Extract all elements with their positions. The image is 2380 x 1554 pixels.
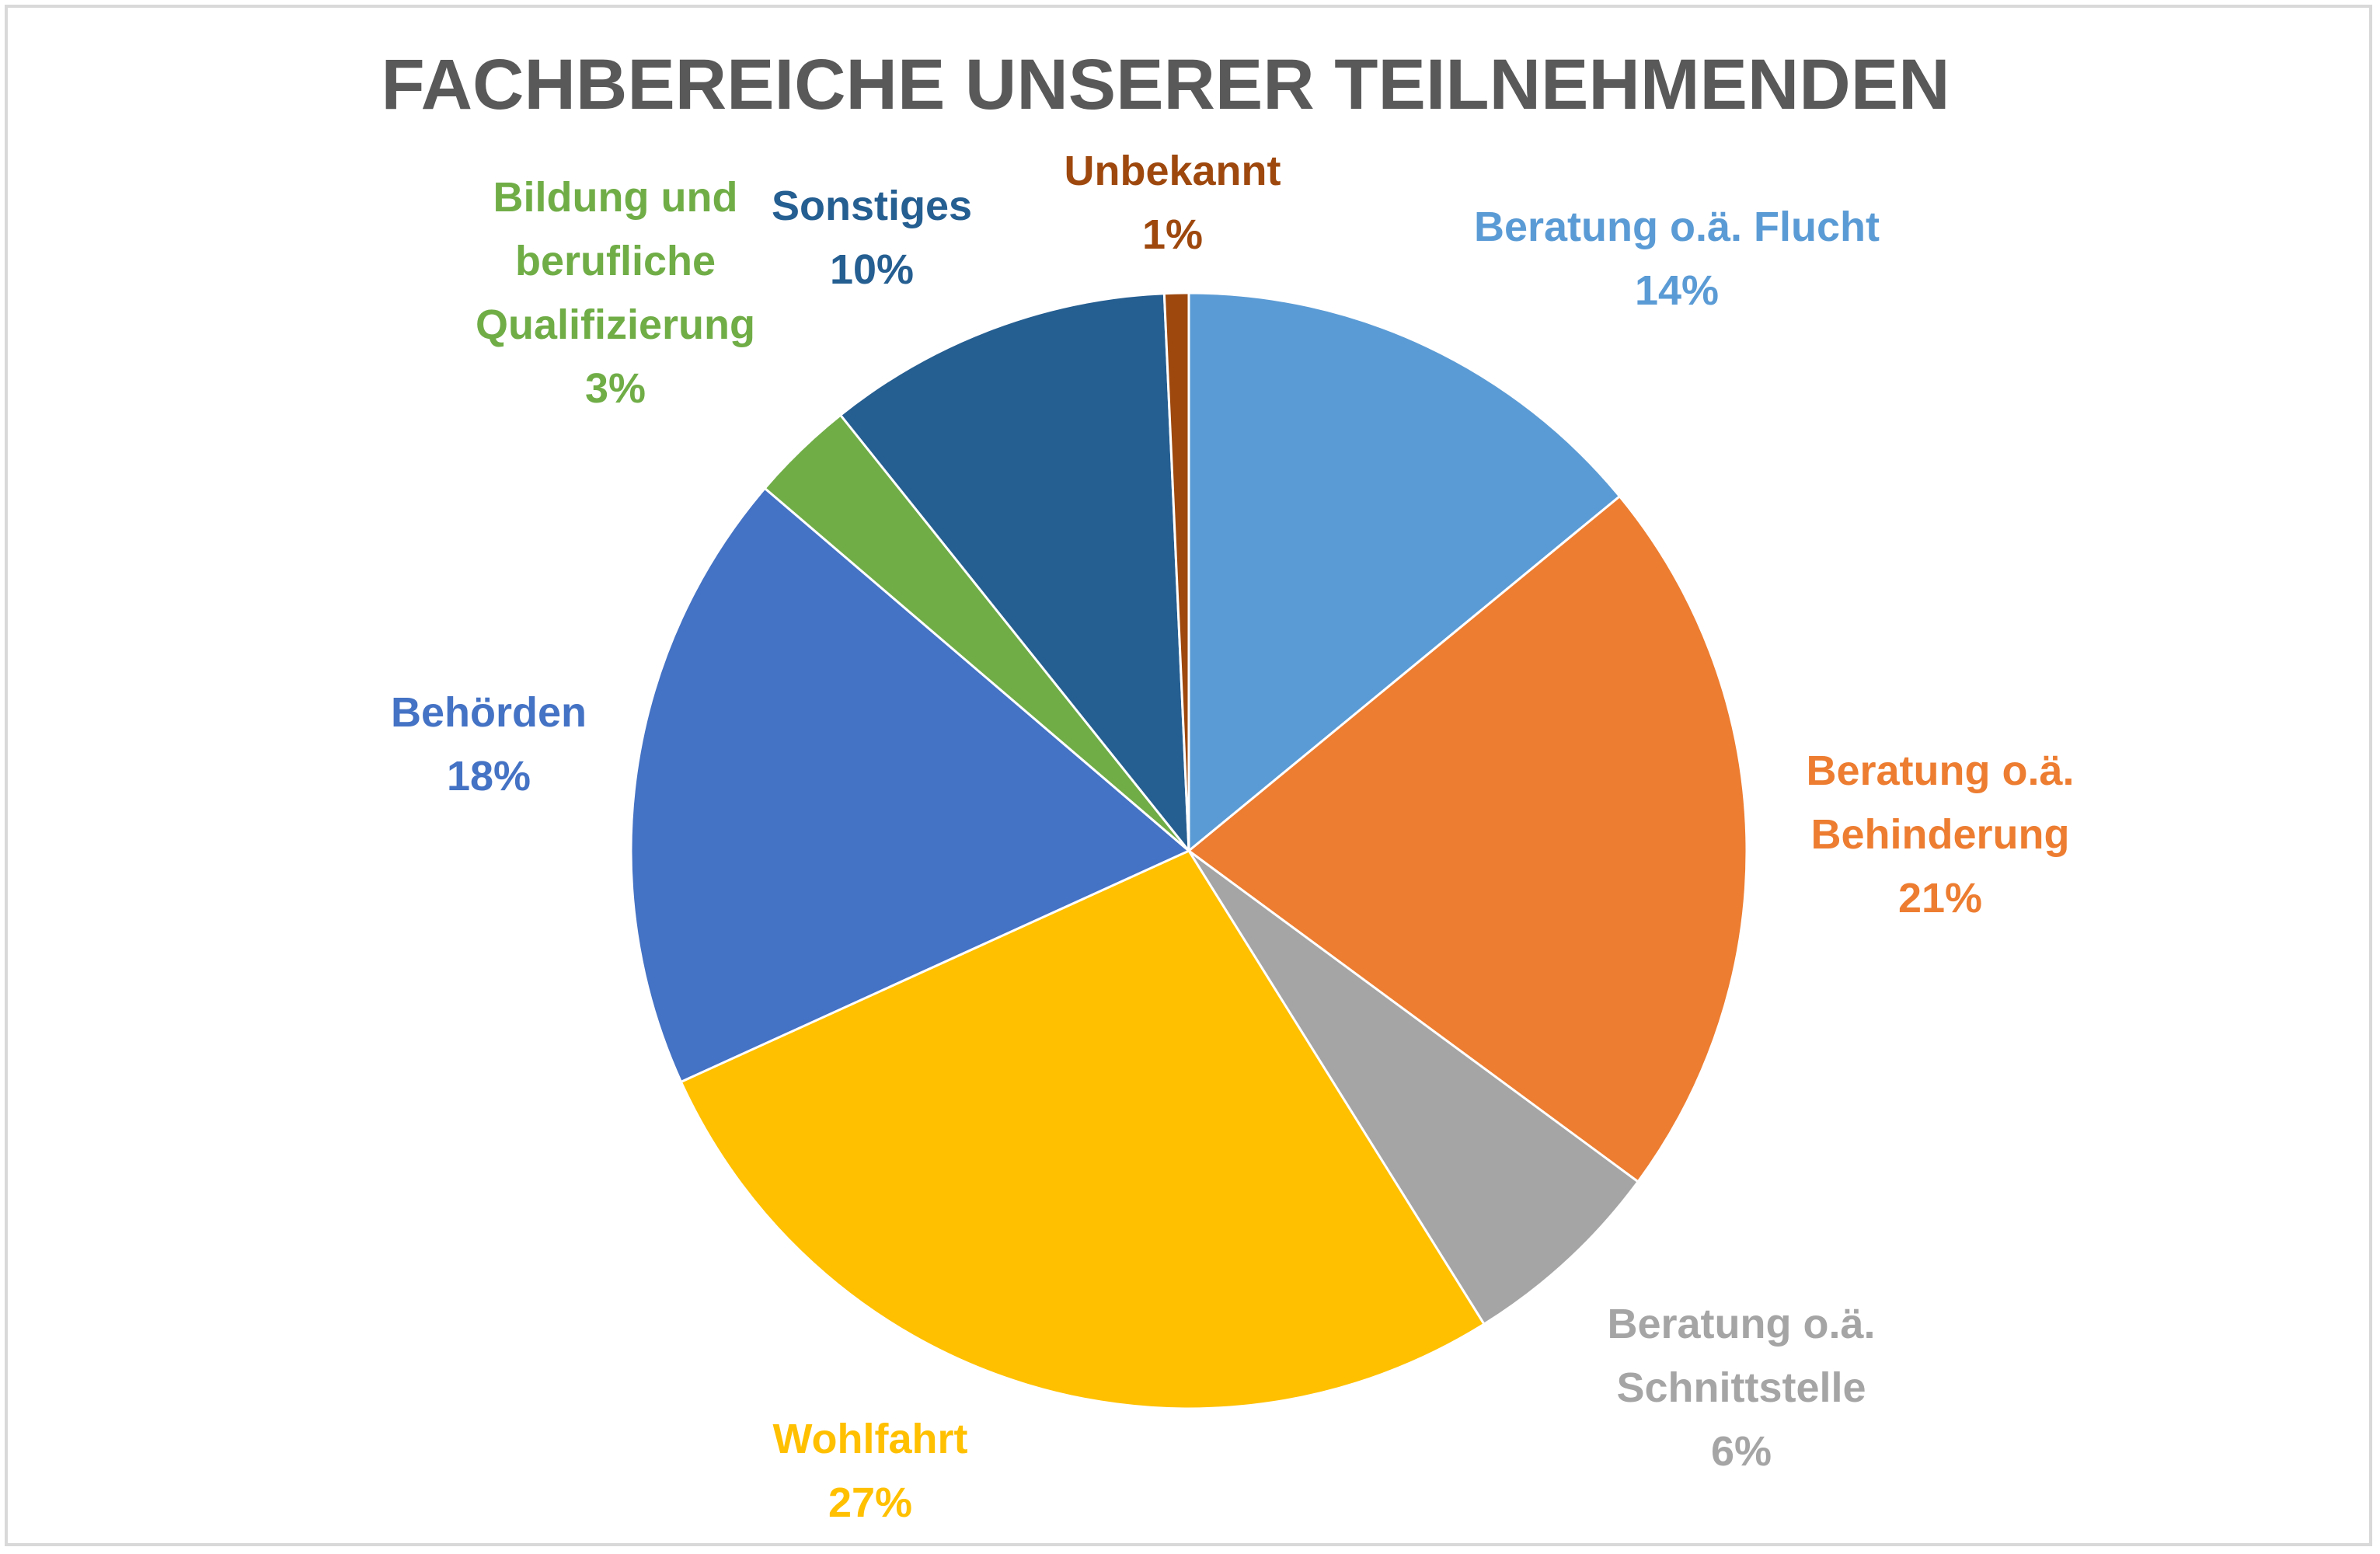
slice-category-label: Wohlfahrt [773,1416,968,1462]
pie-slice-7 [1162,291,1190,852]
slice-category-label: Beratung o.ä. [1806,747,2074,794]
slice-category-label: Unbekannt [1064,148,1281,194]
pie-slice-3 [679,849,1486,1410]
slice-label-2: Beratung o.ä. Schnittstelle 6% [1607,1301,1875,1475]
slice-category-label: Schnittstelle [1616,1364,1866,1411]
slice-category-label: Behinderung [1811,811,2070,858]
pie-slices [629,291,1748,1410]
slice-label-5: Bildung und berufliche Qualifizierung 3% [476,174,755,412]
slice-label-0: Beratung o.ä. Flucht 14% [1474,204,1880,314]
pie-slice-2 [1187,849,1640,1326]
slice-label-3: Wohlfahrt 27% [773,1416,968,1526]
slice-percent-label: 27% [828,1479,912,1526]
slice-category-label: berufliche [515,238,716,284]
slice-percent-label: 1% [1142,211,1203,258]
slice-category-label: Beratung o.ä. [1607,1301,1875,1347]
pie-slice-0 [1187,291,1622,854]
slice-category-label: Sonstiges [772,183,972,229]
slice-percent-label: 14% [1635,267,1719,314]
pie-slice-6 [838,292,1190,855]
pie-labels: Beratung o.ä. Flucht 14% Beratung o.ä. Behi… [391,148,2075,1526]
slice-percent-label: 6% [1711,1428,1772,1475]
slice-category-label: Qualifizierung [476,301,755,348]
slice-percent-label: 18% [447,753,531,800]
slice-label-4: Behörden 18% [391,689,587,800]
slice-category-label: Behörden [391,689,587,736]
slice-label-7: Unbekannt 1% [1064,148,1281,258]
pie-slice-1 [1187,494,1748,1183]
slice-percent-label: 3% [585,365,646,412]
slice-category-label: Beratung o.ä. Flucht [1474,204,1880,250]
chart-title: FACHBEREICHE UNSERER TEILNEHMENDEN [381,45,1950,124]
slice-percent-label: 10% [830,246,914,293]
pie-slice-4 [629,486,1191,1084]
slice-label-1: Beratung o.ä. Behinderung 21% [1806,747,2074,922]
slice-percent-label: 21% [1898,875,1982,922]
slice-category-label: Bildung und [493,174,738,221]
slice-label-6: Sonstiges 10% [772,183,972,293]
